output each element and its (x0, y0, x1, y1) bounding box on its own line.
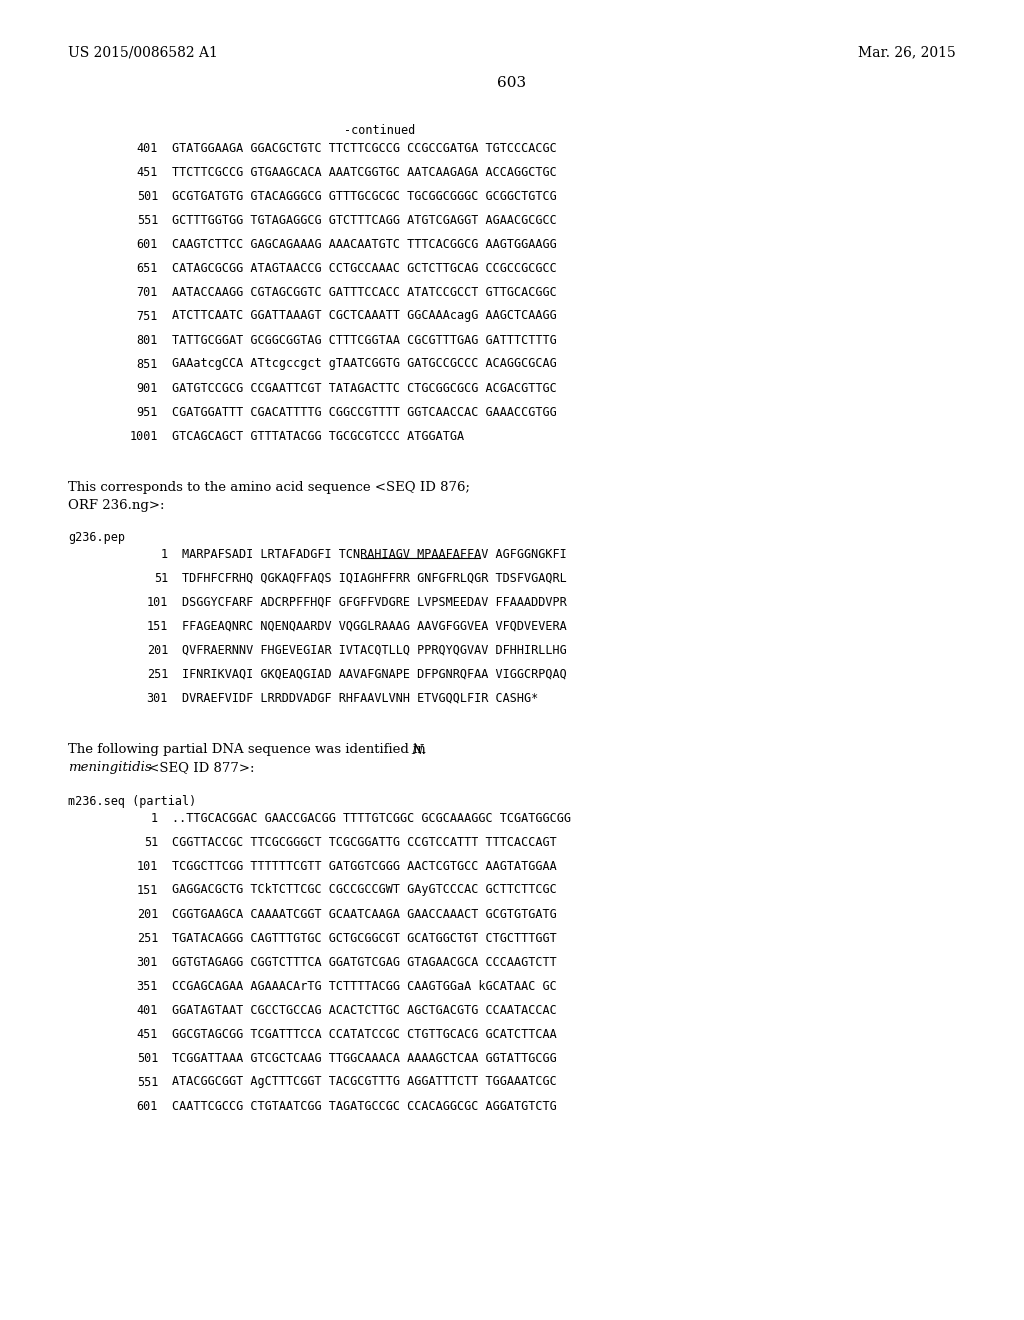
Text: g236.pep: g236.pep (68, 532, 125, 544)
Text: 451: 451 (136, 165, 158, 178)
Text: 251: 251 (136, 932, 158, 945)
Text: 151: 151 (146, 619, 168, 632)
Text: 201: 201 (136, 908, 158, 920)
Text: ORF 236.ng>:: ORF 236.ng>: (68, 499, 165, 512)
Text: 401: 401 (136, 1003, 158, 1016)
Text: N.: N. (411, 743, 426, 756)
Text: ..TTGCACGGAC GAACCGACGG TTTTGTCGGC GCGCAAAGGC TCGATGGCGG: ..TTGCACGGAC GAACCGACGG TTTTGTCGGC GCGCA… (172, 812, 571, 825)
Text: DSGGYCFARF ADCRPFFHQF GFGFFVDGRE LVPSMEEDAV FFAAADDVPR: DSGGYCFARF ADCRPFFHQF GFGFFVDGRE LVPSMEE… (182, 595, 566, 609)
Text: GGATAGTAAT CGCCTGCCAG ACACTCTTGC AGCTGACGTG CCAATACCAC: GGATAGTAAT CGCCTGCCAG ACACTCTTGC AGCTGAC… (172, 1003, 557, 1016)
Text: TATTGCGGAT GCGGCGGTAG CTTTCGGTAA CGCGTTTGAG GATTTCTTTG: TATTGCGGAT GCGGCGGTAG CTTTCGGTAA CGCGTTT… (172, 334, 557, 346)
Text: 351: 351 (136, 979, 158, 993)
Text: Mar. 26, 2015: Mar. 26, 2015 (858, 45, 956, 59)
Text: MARPAFSADI LRTAFADGFI TCNRAHIAGV MPAAFAFFAV AGFGGNGKFI: MARPAFSADI LRTAFADGFI TCNRAHIAGV MPAAFAF… (182, 548, 566, 561)
Text: 501: 501 (136, 190, 158, 202)
Text: GTATGGAAGA GGACGCTGTC TTCTTCGCCG CCGCCGATGA TGTCCCACGC: GTATGGAAGA GGACGCTGTC TTCTTCGCCG CCGCCGA… (172, 141, 557, 154)
Text: meningitidis: meningitidis (68, 762, 152, 775)
Text: GCGTGATGTG GTACAGGGCG GTTTGCGCGC TGCGGCGGGC GCGGCTGTCG: GCGTGATGTG GTACAGGGCG GTTTGCGCGC TGCGGCG… (172, 190, 557, 202)
Text: 401: 401 (136, 141, 158, 154)
Text: TTCTTCGCCG GTGAAGCACA AAATCGGTGC AATCAAGAGA ACCAGGCTGC: TTCTTCGCCG GTGAAGCACA AAATCGGTGC AATCAAG… (172, 165, 557, 178)
Text: 951: 951 (136, 405, 158, 418)
Text: TCGGATTAAA GTCGCTCAAG TTGGCAAACA AAAAGCTCAA GGTATTGCGG: TCGGATTAAA GTCGCTCAAG TTGGCAAACA AAAAGCT… (172, 1052, 557, 1064)
Text: <SEQ ID 877>:: <SEQ ID 877>: (144, 762, 255, 775)
Text: GAGGACGCTG TCkTCTTCGC CGCCGCCGWT GAyGTCCCAC GCTTCTTCGC: GAGGACGCTG TCkTCTTCGC CGCCGCCGWT GAyGTCC… (172, 883, 557, 896)
Text: FFAGEAQNRC NQENQAARDV VQGGLRAAAG AAVGFGGVEA VFQDVEVERA: FFAGEAQNRC NQENQAARDV VQGGLRAAAG AAVGFGG… (182, 619, 566, 632)
Text: IFNRIKVAQI GKQEAQGIAD AAVAFGNAPE DFPGNRQFAA VIGGCRPQAQ: IFNRIKVAQI GKQEAQGIAD AAVAFGNAPE DFPGNRQ… (182, 668, 566, 681)
Text: GATGTCCGCG CCGAATTCGT TATAGACTTC CTGCGGCGCG ACGACGTTGC: GATGTCCGCG CCGAATTCGT TATAGACTTC CTGCGGC… (172, 381, 557, 395)
Text: This corresponds to the amino acid sequence <SEQ ID 876;: This corresponds to the amino acid seque… (68, 482, 470, 495)
Text: 1: 1 (161, 548, 168, 561)
Text: 101: 101 (146, 595, 168, 609)
Text: GGTGTAGAGG CGGTCTTTCA GGATGTCGAG GTAGAACGCA CCCAAGTCTT: GGTGTAGAGG CGGTCTTTCA GGATGTCGAG GTAGAAC… (172, 956, 557, 969)
Text: 501: 501 (136, 1052, 158, 1064)
Text: CCGAGCAGAA AGAAACArTG TCTTTTACGG CAAGTGGaA kGCATAAC GC: CCGAGCAGAA AGAAACArTG TCTTTTACGG CAAGTGG… (172, 979, 557, 993)
Text: 201: 201 (146, 644, 168, 656)
Text: 651: 651 (136, 261, 158, 275)
Text: 551: 551 (136, 1076, 158, 1089)
Text: CGGTTACCGC TTCGCGGGCT TCGCGGATTG CCGTCCATTT TTTCACCAGT: CGGTTACCGC TTCGCGGGCT TCGCGGATTG CCGTCCA… (172, 836, 557, 849)
Text: 101: 101 (136, 859, 158, 873)
Text: DVRAEFVIDF LRRDDVADGF RHFAAVLVNH ETVGQQLFIR CASHG*: DVRAEFVIDF LRRDDVADGF RHFAAVLVNH ETVGQQL… (182, 692, 539, 705)
Text: CGATGGATTT CGACATTTTG CGGCCGTTTT GGTCAACCAC GAAACCGTGG: CGATGGATTT CGACATTTTG CGGCCGTTTT GGTCAAC… (172, 405, 557, 418)
Text: QVFRAERNNV FHGEVEGIAR IVTACQTLLQ PPRQYQGVAV DFHHIRLLHG: QVFRAERNNV FHGEVEGIAR IVTACQTLLQ PPRQYQG… (182, 644, 566, 656)
Text: 901: 901 (136, 381, 158, 395)
Text: 603: 603 (498, 77, 526, 90)
Text: GTCAGCAGCT GTTTATACGG TGCGCGTCCC ATGGATGA: GTCAGCAGCT GTTTATACGG TGCGCGTCCC ATGGATG… (172, 429, 464, 442)
Text: 701: 701 (136, 285, 158, 298)
Text: 1: 1 (151, 812, 158, 825)
Text: 601: 601 (136, 238, 158, 251)
Text: 451: 451 (136, 1027, 158, 1040)
Text: 251: 251 (146, 668, 168, 681)
Text: CATAGCGCGG ATAGTAACCG CCTGCCAAAC GCTCTTGCAG CCGCCGCGCC: CATAGCGCGG ATAGTAACCG CCTGCCAAAC GCTCTTG… (172, 261, 557, 275)
Text: CAAGTCTTCC GAGCAGAAAG AAACAATGTC TTTCACGGCG AAGTGGAAGG: CAAGTCTTCC GAGCAGAAAG AAACAATGTC TTTCACG… (172, 238, 557, 251)
Text: US 2015/0086582 A1: US 2015/0086582 A1 (68, 45, 218, 59)
Text: ATACGGCGGT AgCTTTCGGT TACGCGTTTG AGGATTTCTT TGGAAATCGC: ATACGGCGGT AgCTTTCGGT TACGCGTTTG AGGATTT… (172, 1076, 557, 1089)
Text: 301: 301 (146, 692, 168, 705)
Text: 551: 551 (136, 214, 158, 227)
Text: The following partial DNA sequence was identified in: The following partial DNA sequence was i… (68, 743, 430, 756)
Text: ATCTTCAATC GGATTAAAGT CGCTCAAATT GGCAAAcagG AAGCTCAAGG: ATCTTCAATC GGATTAAAGT CGCTCAAATT GGCAAAc… (172, 309, 557, 322)
Text: CAATTCGCCG CTGTAATCGG TAGATGCCGC CCACAGGCGC AGGATGTCTG: CAATTCGCCG CTGTAATCGG TAGATGCCGC CCACAGG… (172, 1100, 557, 1113)
Text: 851: 851 (136, 358, 158, 371)
Text: GCTTTGGTGG TGTAGAGGCG GTCTTTCAGG ATGTCGAGGT AGAACGCGCC: GCTTTGGTGG TGTAGAGGCG GTCTTTCAGG ATGTCGA… (172, 214, 557, 227)
Text: GAAatcgCCA ATtcgccgct gTAATCGGTG GATGCCGCCC ACAGGCGCAG: GAAatcgCCA ATtcgccgct gTAATCGGTG GATGCCG… (172, 358, 557, 371)
Text: 601: 601 (136, 1100, 158, 1113)
Text: CGGTGAAGCA CAAAATCGGT GCAATCAAGA GAACCAAACT GCGTGTGATG: CGGTGAAGCA CAAAATCGGT GCAATCAAGA GAACCAA… (172, 908, 557, 920)
Text: 1001: 1001 (129, 429, 158, 442)
Text: TCGGCTTCGG TTTTTTCGTT GATGGTCGGG AACTCGTGCC AAGTATGGAA: TCGGCTTCGG TTTTTTCGTT GATGGTCGGG AACTCGT… (172, 859, 557, 873)
Text: 151: 151 (136, 883, 158, 896)
Text: AATACCAAGG CGTAGCGGTC GATTTCCACC ATATCCGCCT GTTGCACGGC: AATACCAAGG CGTAGCGGTC GATTTCCACC ATATCCG… (172, 285, 557, 298)
Text: GGCGTAGCGG TCGATTTCCA CCATATCCGC CTGTTGCACG GCATCTTCAA: GGCGTAGCGG TCGATTTCCA CCATATCCGC CTGTTGC… (172, 1027, 557, 1040)
Text: 51: 51 (143, 836, 158, 849)
Text: 751: 751 (136, 309, 158, 322)
Text: -continued: -continued (344, 124, 416, 136)
Text: 301: 301 (136, 956, 158, 969)
Text: TDFHFCFRHQ QGKAQFFAQS IQIAGHFFRR GNFGFRLQGR TDSFVGAQRL: TDFHFCFRHQ QGKAQFFAQS IQIAGHFFRR GNFGFRL… (182, 572, 566, 585)
Text: m236.seq (partial): m236.seq (partial) (68, 796, 197, 808)
Text: 801: 801 (136, 334, 158, 346)
Text: TGATACAGGG CAGTTTGTGC GCTGCGGCGT GCATGGCTGT CTGCTTTGGT: TGATACAGGG CAGTTTGTGC GCTGCGGCGT GCATGGC… (172, 932, 557, 945)
Text: 51: 51 (154, 572, 168, 585)
